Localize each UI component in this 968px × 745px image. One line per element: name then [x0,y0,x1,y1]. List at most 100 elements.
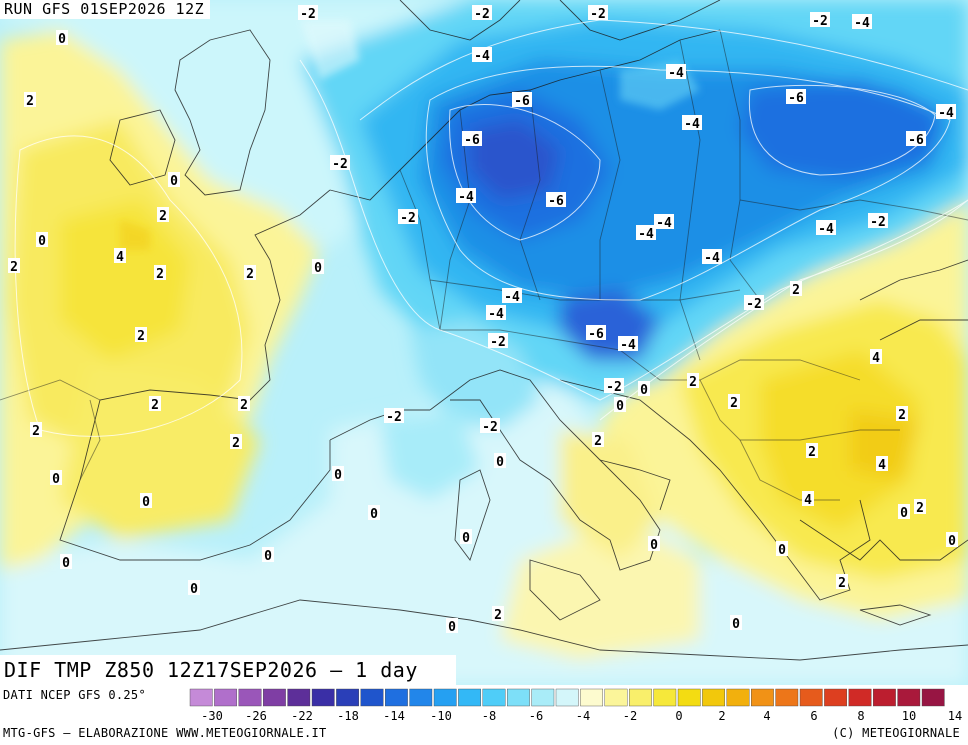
contour-label: -4 [458,190,474,205]
contour-label-bg [896,406,908,421]
contour-label-bg [588,5,608,20]
contour-label-bg [8,258,20,273]
contour-label-bg [480,418,500,433]
contour-label: 0 [264,549,272,564]
legend-swatch [580,688,604,707]
legend-swatch [604,688,628,707]
contour-label: 4 [872,351,880,366]
contour-label: -2 [590,7,606,22]
legend-tick-label: 0 [675,709,682,723]
contour-label: 2 [137,329,145,344]
contour-label-bg [384,408,404,423]
legend-tick-label: -10 [430,709,452,723]
contour-label-bg [776,541,788,556]
legend-swatch [677,688,701,707]
contour-label: -4 [488,307,504,322]
contour-label: 2 [808,445,816,460]
contour-label: 2 [156,267,164,282]
legend-swatch [921,688,945,707]
contour-label-bg [870,349,882,364]
contour-label-bg [648,536,660,551]
contour-label: 2 [10,260,18,275]
contour-label-bg [472,5,492,20]
contour-label: -2 [474,7,490,22]
contour-label-bg [398,209,418,224]
legend-swatch [263,688,286,707]
contour-label-bg [786,89,806,104]
contour-label-bg [488,333,508,348]
contour-label-bg [157,207,169,222]
legend-tick-label: 2 [718,709,725,723]
contour-label: 4 [878,458,886,473]
contour-label-bg [502,288,522,303]
legend-swatch [360,688,384,707]
contour-label: -4 [684,117,700,132]
contour-label-bg [36,232,48,247]
legend-swatch [214,688,237,707]
legend-tick-label: -22 [291,709,313,723]
contour-label: 0 [142,495,150,510]
contour-label: -4 [474,49,490,64]
legend-swatch [458,688,481,707]
contour-label-bg [494,453,506,468]
contour-label-bg [810,12,830,27]
legend-swatch [775,688,799,707]
contour-label: 2 [689,375,697,390]
legend-tick-label: 14 [948,709,962,723]
contour-label: -2 [400,211,416,226]
contour-label: 0 [948,534,956,549]
contour-label-bg [614,397,626,412]
legend-tick-label: -4 [576,709,590,723]
legend-swatch [629,688,652,707]
contour-label: -6 [514,94,530,109]
legend-swatch [555,688,579,707]
contour-label: 2 [916,501,924,516]
contour-label-bg [154,265,166,280]
contour-label: 0 [170,174,178,189]
contour-label-bg [730,615,742,630]
contour-label-bg [836,574,848,589]
contour-label-bg [30,422,42,437]
contour-label: 0 [334,468,342,483]
legend-tick-label: -8 [482,709,496,723]
legend-swatch [507,688,530,707]
contour-label-bg [654,214,674,229]
contour-label-bg [702,249,722,264]
contour-label: 0 [900,506,908,521]
contour-label-bg [638,381,650,396]
legend-swatch [751,688,774,707]
contour-label-bg [135,327,147,342]
contour-label: -4 [620,338,636,353]
legend-tick-label: -2 [623,709,637,723]
legend-swatch [848,688,872,707]
contour-label-bg [312,259,324,274]
legend-swatch [385,688,408,707]
contour-label: 2 [151,398,159,413]
contour-label: 0 [462,531,470,546]
contour-label: 0 [640,383,648,398]
contour-label: 0 [732,617,740,632]
contour-label-bg [244,265,256,280]
legend-tick-label: 8 [857,709,864,723]
contour-label-bg [618,336,638,351]
contour-label: 0 [190,582,198,597]
contour-label-bg [456,188,476,203]
contour-label-bg [230,434,242,449]
contour-label: 2 [792,283,800,298]
contour-label-bg [140,493,152,508]
contour-label-bg [486,305,506,320]
contour-label: -6 [588,327,604,342]
contour-label-bg [330,155,350,170]
contour-label-bg [592,432,604,447]
legend-swatch [482,688,506,707]
contour-label-bg [666,64,686,79]
contour-label-bg [262,547,274,562]
contour-label: -6 [464,133,480,148]
contour-label-bg [906,131,926,146]
contour-label-bg [806,443,818,458]
contour-label: -4 [656,216,672,231]
contour-label: 0 [370,507,378,522]
contour-label: 2 [232,436,240,451]
contour-label: 0 [314,261,322,276]
contour-label-bg [868,213,888,228]
